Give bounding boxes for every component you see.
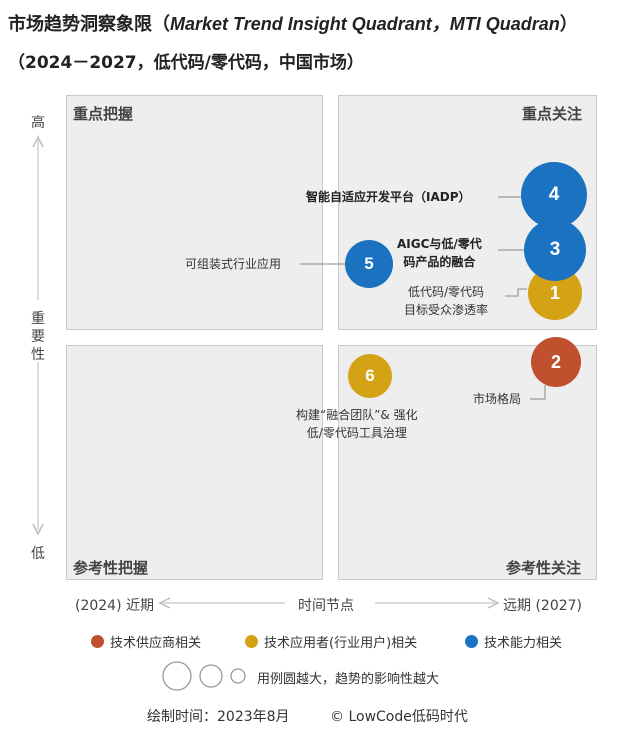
bubble-6: 6 (348, 354, 392, 398)
x-axis-left-arrow (158, 597, 171, 609)
footer-date: 绘制时间：2023年8月 (147, 709, 290, 725)
y-axis-up-arrow (32, 135, 44, 148)
x-axis-near: (2024) 近期 (75, 595, 154, 615)
label-item-6-line-1: 构建“融合团队”& 强化 (296, 408, 418, 422)
legend-tech-user-label: 技术应用者(行业用户)相关 (264, 636, 418, 651)
legend-tech-supplier-label: 技术供应商相关 (110, 636, 202, 651)
quadrant-top-left (66, 95, 323, 330)
legend-tech-capability: 技术能力相关 (465, 632, 562, 651)
chart-subtitle: （2024－2027，低代码/零代码，中国市场） (8, 53, 364, 73)
chart-title: 市场趋势洞察象限（Market Trend Insight Quadrant，M… (8, 10, 578, 36)
quadrant-label-top-right: 重点关注 (522, 105, 583, 123)
x-axis-right-arrow (487, 597, 500, 609)
label-item-3: AIGC与低/零代 码产品的融合 (397, 235, 482, 271)
y-axis-label-text: 重要性 (31, 311, 45, 363)
footer-copyright: © LowCode低码时代 (330, 709, 468, 725)
y-axis-low: 低 (31, 546, 45, 562)
bubble-3: 3 (524, 219, 586, 281)
label-item-6: 构建“融合团队”& 强化 低/零代码工具治理 (296, 406, 418, 442)
legend-tech-capability-label: 技术能力相关 (484, 636, 563, 651)
label-item-3-line-2: 码产品的融合 (403, 255, 476, 269)
x-axis-far: 远期 (2027) (503, 595, 582, 615)
x-axis-label: 时间节点 (298, 598, 354, 614)
y-axis-down-arrow (32, 523, 44, 536)
bubble-4: 4 (521, 162, 587, 228)
label-item-6-line-2: 低/零代码工具治理 (306, 426, 407, 440)
title-en: Market Trend Insight Quadrant，MTI Quadra… (170, 14, 560, 34)
label-item-2: 市场格局 (473, 392, 522, 406)
label-item-1-line-2: 目标受众渗透率 (404, 303, 489, 317)
label-item-3-line-1: AIGC与低/零代 (397, 237, 482, 251)
size-legend-small-circle (230, 668, 246, 684)
quadrant-label-bottom-left: 参考性把握 (73, 559, 149, 577)
label-item-5: 可组装式行业应用 (185, 257, 282, 271)
legend-tech-capability-swatch (465, 635, 478, 648)
x-axis-near-label: 近期 (126, 598, 155, 614)
bubble-4-number: 4 (548, 184, 560, 205)
quadrant-label-top-left: 重点把握 (73, 105, 134, 123)
legend-tech-supplier: 技术供应商相关 (91, 632, 201, 651)
y-axis-label: 重要性 (30, 310, 46, 364)
legend-tech-supplier-swatch (91, 635, 104, 648)
label-item-1: 低代码/零代码 目标受众渗透率 (404, 283, 488, 319)
x-axis-far-year: (2027) (535, 598, 583, 614)
bubble-1-number: 1 (549, 282, 560, 303)
bubble-2: 2 (531, 337, 581, 387)
leader-line-2 (530, 385, 546, 400)
quadrant-bottom-left (66, 345, 323, 580)
x-axis-near-year: (2024) (75, 598, 122, 614)
title-zh: 市场趋势洞察象限（ (8, 14, 170, 35)
bubble-5-number: 5 (364, 254, 374, 273)
quadrant-label-bottom-right: 参考性关注 (506, 559, 582, 577)
legend-tech-user: 技术应用者(行业用户)相关 (245, 632, 417, 651)
bubble-5: 5 (345, 240, 393, 288)
legend-tech-user-swatch (245, 635, 258, 648)
bubble-6-number: 6 (365, 366, 375, 385)
size-legend-medium-circle (199, 664, 223, 688)
label-item-4: 智能自适应开发平台（IADP） (306, 190, 471, 204)
size-legend-large-circle (162, 661, 192, 691)
x-axis-far-label: 远期 (503, 598, 531, 614)
y-axis-high: 高 (31, 115, 45, 131)
size-legend-text: 用例圆越大，趋势的影响性越大 (257, 672, 440, 687)
label-item-1-line-1: 低代码/零代码 (407, 285, 485, 299)
size-legend-circles (162, 661, 246, 691)
bubble-3-number: 3 (549, 239, 561, 260)
leader-line-1 (505, 288, 527, 297)
bubble-2-number: 2 (550, 351, 561, 372)
title-close: ） (559, 14, 578, 35)
